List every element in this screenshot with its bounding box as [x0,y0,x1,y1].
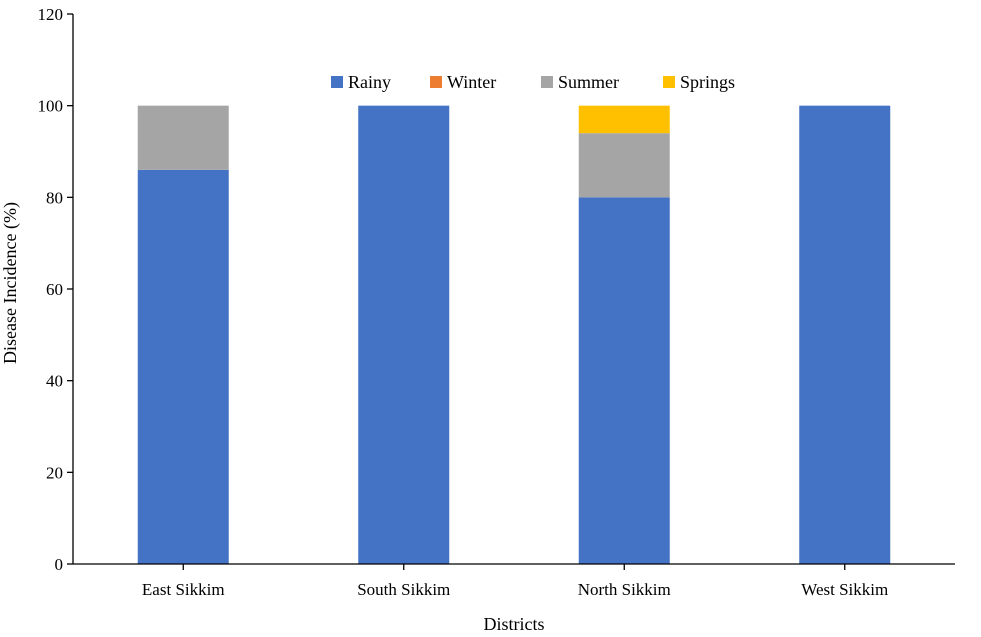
y-tick-label: 120 [38,5,64,24]
legend-swatch-winter [430,76,442,88]
legend-label-winter: Winter [447,72,496,92]
legend-label-rainy: Rainy [348,72,391,92]
legend-label-summer: Summer [558,72,619,92]
legend-label-springs: Springs [680,72,735,92]
x-tick-label: South Sikkim [357,580,450,599]
legend-swatch-springs [663,76,675,88]
bars-group [137,105,891,565]
x-tick-label: West Sikkim [801,580,888,599]
bar-segment-springs [578,105,670,134]
y-tick-label: 60 [46,280,63,299]
y-tick-label: 100 [38,97,64,116]
bar-segment-summer [578,133,670,198]
legend: Rainy Winter Summer Springs [331,72,735,92]
y-tick-label: 0 [55,555,64,574]
x-tick-label: East Sikkim [142,580,225,599]
y-tick-label: 40 [46,372,63,391]
bar-segment-rainy [137,169,229,565]
legend-swatch-summer [541,76,553,88]
bar-segment-summer [137,105,229,170]
y-axis-title: Disease Incidence (%) [0,202,21,364]
legend-swatch-rainy [331,76,343,88]
x-tick-label: North Sikkim [578,580,671,599]
bar-segment-rainy [578,197,670,565]
y-tick-label: 80 [46,188,63,207]
x-axis-title: Districts [484,614,545,634]
y-ticks-group: 0 20 40 60 80 100 120 [38,5,73,574]
bar-segment-rainy [799,105,891,565]
bar-segment-rainy [358,105,450,565]
y-tick-label: 20 [46,463,63,482]
x-tick-labels-group: East Sikkim South Sikkim North Sikkim West … [142,564,888,599]
